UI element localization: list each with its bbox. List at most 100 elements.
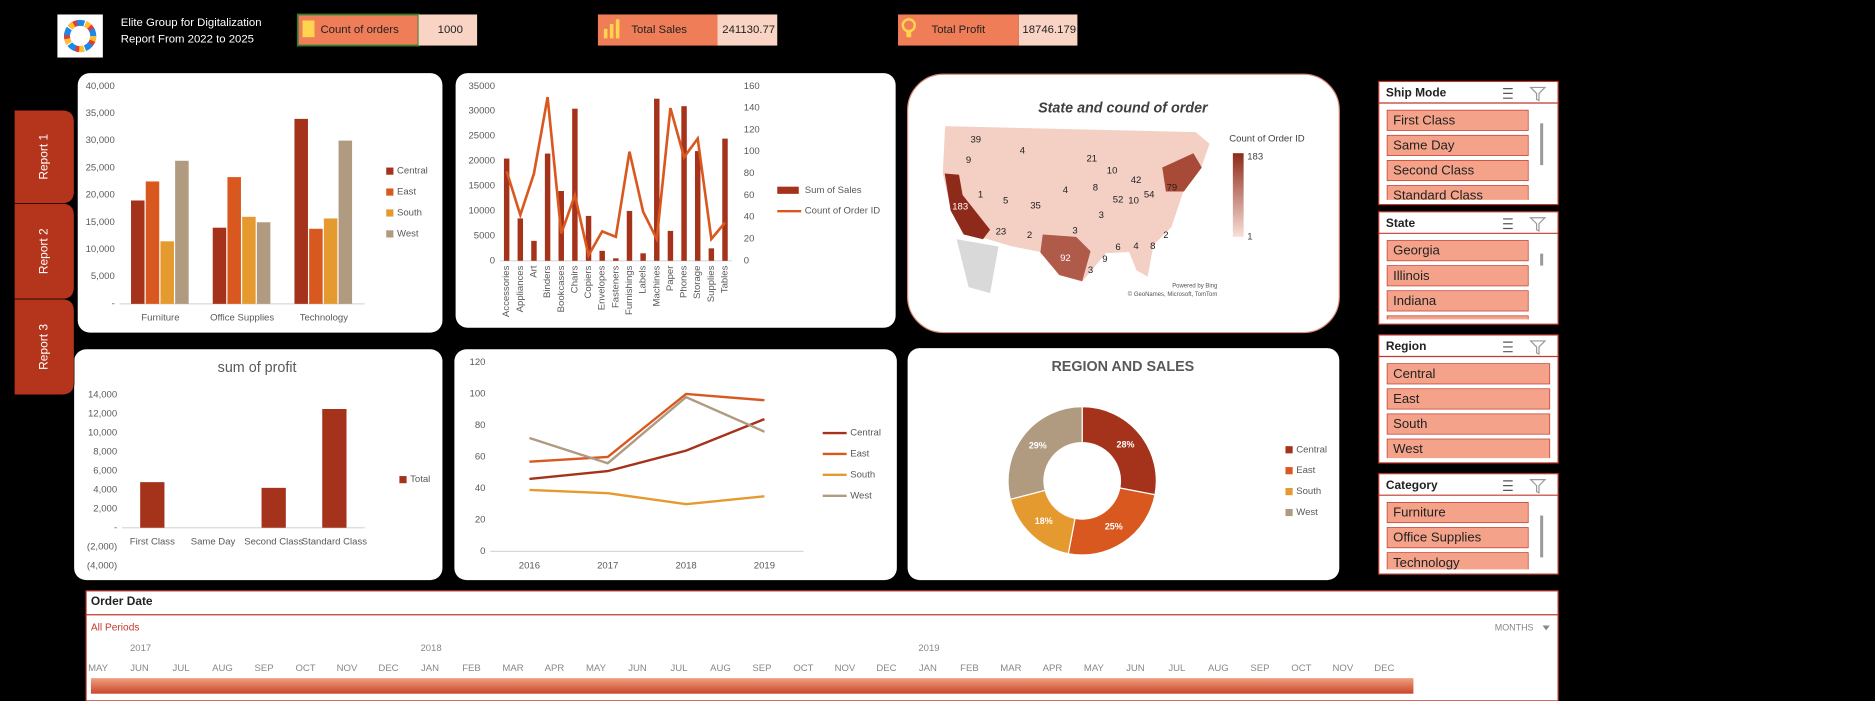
slicer-item[interactable] <box>1386 502 1529 524</box>
slicer-item-label[interactable]: Central <box>1393 366 1435 381</box>
slicer-item-label[interactable]: Standard Class <box>1393 188 1483 203</box>
tab[interactable] <box>14 203 75 300</box>
timeline-month[interactable]: MAY <box>1084 663 1105 674</box>
timeline-month[interactable]: JUN <box>1126 663 1145 674</box>
slicer-item[interactable] <box>1386 413 1551 435</box>
timeline-month[interactable]: NOV <box>1333 663 1354 674</box>
y-tick-label: 8,000 <box>93 446 117 457</box>
slicer-item[interactable] <box>1386 240 1529 262</box>
slicer-multiselect-icon[interactable] <box>1503 341 1513 353</box>
timeline-month[interactable]: OCT <box>1291 663 1311 674</box>
kpi-label-box[interactable] <box>898 14 1019 46</box>
timeline-month[interactable]: JUL <box>670 663 687 674</box>
timeline-month[interactable]: OCT <box>295 663 315 674</box>
slicer-item[interactable] <box>1386 315 1529 336</box>
slicer-item-label[interactable]: West <box>1393 441 1423 456</box>
slicer-item-label[interactable]: Iowa <box>1393 318 1421 333</box>
slicer-item-label[interactable]: Furniture <box>1393 505 1446 520</box>
slicer-item-label[interactable]: Technology <box>1393 555 1460 570</box>
slicer-item-label[interactable]: First Class <box>1393 112 1455 127</box>
legend-swatch <box>1285 446 1293 454</box>
slicer-title: Ship Mode <box>1386 86 1447 100</box>
slicer-item-label[interactable]: Illinois <box>1393 268 1430 283</box>
timeline-month[interactable]: MAR <box>1000 663 1021 674</box>
map-label: 2 <box>1027 230 1032 241</box>
slicer-multiselect-icon[interactable] <box>1503 218 1513 230</box>
timeline-month[interactable]: AUG <box>710 663 731 674</box>
timeline-month[interactable]: DEC <box>378 663 398 674</box>
slicer-item[interactable] <box>1386 160 1529 182</box>
timeline-month[interactable]: SEP <box>1250 663 1269 674</box>
timeline-month[interactable]: JUL <box>173 663 190 674</box>
tab[interactable] <box>14 298 75 396</box>
slicer-item[interactable] <box>1386 552 1529 573</box>
slicer-item-label[interactable]: South <box>1393 416 1427 431</box>
x-tick-label: Envelopes <box>597 265 608 310</box>
slicer-item[interactable] <box>1386 388 1551 410</box>
timeline-month[interactable]: AUG <box>1208 663 1229 674</box>
timeline-month[interactable]: NOV <box>835 663 856 674</box>
slicer-item[interactable] <box>1386 363 1551 385</box>
slicer-item[interactable] <box>1386 134 1529 156</box>
timeline-month[interactable]: MAR <box>502 663 523 674</box>
timeline-month[interactable]: APR <box>545 663 565 674</box>
tab[interactable] <box>14 109 75 204</box>
panel <box>455 73 896 328</box>
data-label: 25% <box>1105 522 1123 532</box>
timeline-month[interactable]: MAY <box>586 663 607 674</box>
slicer-item-label[interactable]: Georgia <box>1393 243 1440 258</box>
timeline-month[interactable]: FEB <box>960 663 979 674</box>
legend-swatch <box>386 188 394 196</box>
slicer-item[interactable] <box>1386 109 1529 131</box>
slicer-item[interactable] <box>1386 185 1529 205</box>
kpi-label-box[interactable] <box>296 13 420 47</box>
timeline-month[interactable]: JUL <box>1168 663 1185 674</box>
slicer-item[interactable] <box>1386 265 1529 287</box>
timeline-month[interactable]: AUG <box>212 663 233 674</box>
timeline-month[interactable]: MAY <box>88 663 109 674</box>
timeline-month[interactable]: DEC <box>876 663 896 674</box>
slicer-item[interactable] <box>1386 527 1529 549</box>
map-label: 10 <box>1128 196 1139 207</box>
x-tick-label: Standard Class <box>302 537 367 548</box>
timeline-month[interactable]: JAN <box>919 663 937 674</box>
slicer-clear-filter[interactable] <box>1529 217 1547 232</box>
slicer-item-label[interactable]: Office Supplies <box>1393 530 1482 545</box>
x-tick-label: Technology <box>300 313 349 324</box>
map-title: State and cound of order <box>1038 101 1209 117</box>
tab-label[interactable]: Report 2 <box>36 228 50 274</box>
slicer-scrollbar <box>1540 515 1544 558</box>
y-tick-label: 5,000 <box>91 271 115 282</box>
timeline-month[interactable]: OCT <box>793 663 813 674</box>
x-tick-label: Furnishings <box>624 265 635 315</box>
legend-label: Count of Order ID <box>805 206 880 217</box>
slicer-multiselect-icon[interactable] <box>1503 480 1513 492</box>
y2-tick-label: 60 <box>744 190 755 201</box>
slicer-item-label[interactable]: Indiana <box>1393 293 1437 308</box>
slicer-title: Category <box>1386 478 1438 492</box>
slicer-clear-filter[interactable] <box>1529 340 1547 356</box>
slicer-item-label[interactable]: Same Day <box>1393 137 1455 152</box>
timeline-unit[interactable]: MONTHS <box>1495 622 1534 632</box>
timeline-month[interactable]: SEP <box>254 663 273 674</box>
tab-label[interactable]: Report 1 <box>36 134 50 180</box>
timeline-month[interactable]: DEC <box>1374 663 1394 674</box>
timeline-month[interactable]: NOV <box>337 663 358 674</box>
timeline-month[interactable]: JAN <box>421 663 439 674</box>
slicer-clear-filter[interactable] <box>1529 86 1547 102</box>
slicer-clear-filter[interactable] <box>1529 479 1547 494</box>
slicer-item[interactable] <box>1386 290 1529 312</box>
timeline-month[interactable]: FEB <box>462 663 481 674</box>
timeline-month[interactable]: SEP <box>752 663 771 674</box>
timeline-month[interactable]: JUN <box>628 663 647 674</box>
tab-label[interactable]: Report 3 <box>36 324 50 370</box>
timeline-bar[interactable] <box>90 678 1414 694</box>
slicer-item-label[interactable]: Second Class <box>1393 163 1475 178</box>
slicer-item[interactable] <box>1386 438 1551 459</box>
slicer-item-label[interactable]: East <box>1393 391 1420 406</box>
timeline-unit-caret[interactable] <box>1542 625 1550 631</box>
map-credit: Powered by Bing <box>1172 284 1217 290</box>
timeline-month[interactable]: APR <box>1043 663 1063 674</box>
slicer-multiselect-icon[interactable] <box>1503 88 1513 99</box>
timeline-month[interactable]: JUN <box>130 663 149 674</box>
